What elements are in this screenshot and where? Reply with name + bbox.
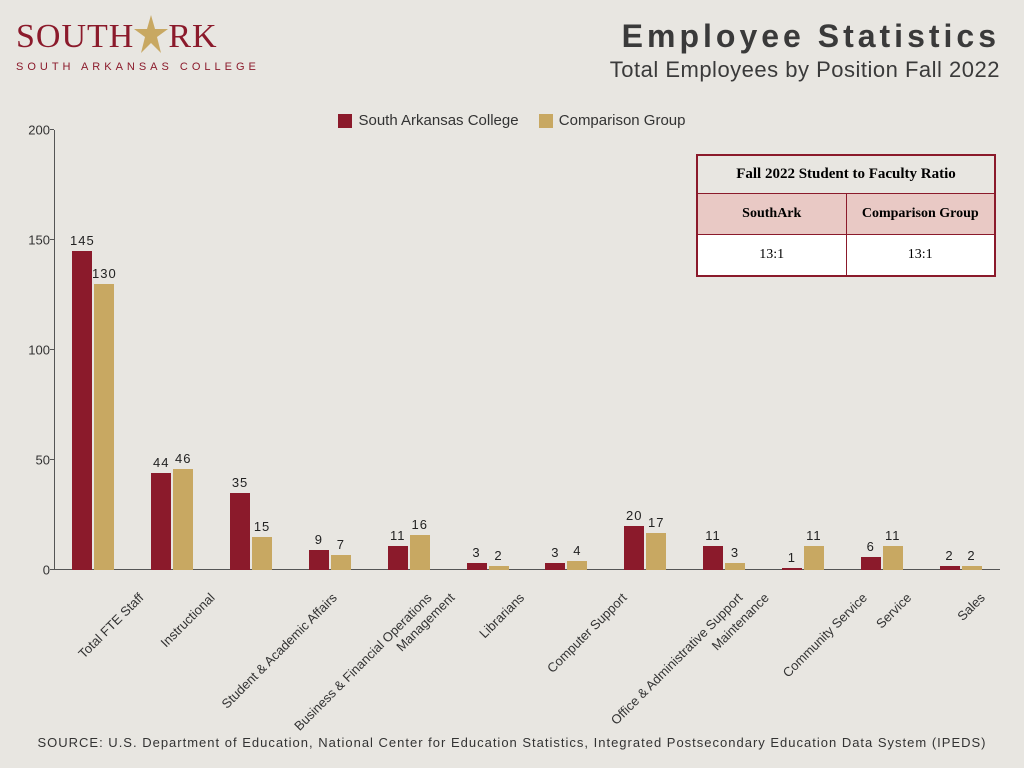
chart-legend: South Arkansas College Comparison Group bbox=[0, 112, 1024, 129]
bar-series-b: 7 bbox=[331, 555, 351, 570]
bar-series-b: 3 bbox=[725, 563, 745, 570]
y-tick-label: 150 bbox=[24, 233, 50, 248]
bar-value-label: 2 bbox=[967, 548, 975, 563]
x-axis-label: Community Service bbox=[763, 570, 842, 600]
logo-text-right: RK bbox=[168, 18, 217, 55]
y-tick-label: 100 bbox=[24, 343, 50, 358]
bar-value-label: 20 bbox=[626, 508, 642, 523]
bars-container: 145130444635159711163234201711311161122 bbox=[54, 130, 1000, 570]
bar-value-label: 1 bbox=[788, 550, 796, 565]
bar-series-b: 15 bbox=[252, 537, 272, 570]
bar-value-label: 130 bbox=[92, 266, 117, 281]
x-axis-label: Librarians bbox=[448, 570, 527, 600]
bar-value-label: 2 bbox=[494, 548, 502, 563]
legend-item-a: South Arkansas College bbox=[338, 112, 518, 129]
bar-value-label: 15 bbox=[254, 519, 270, 534]
bar-value-label: 3 bbox=[551, 545, 559, 560]
bar-value-label: 16 bbox=[411, 517, 427, 532]
bar-value-label: 17 bbox=[648, 515, 664, 530]
category-group: 97 bbox=[290, 550, 369, 570]
x-axis-label: Business & Financial Operations bbox=[290, 570, 369, 600]
bar-series-b: 17 bbox=[646, 533, 666, 570]
bar-value-label: 11 bbox=[390, 528, 406, 543]
x-axis-label: Sales bbox=[921, 570, 1000, 600]
bar-value-label: 4 bbox=[573, 543, 581, 558]
bar-series-a: 35 bbox=[230, 493, 250, 570]
bar-series-a: 11 bbox=[388, 546, 408, 570]
logo-main: SOUTH RK bbox=[16, 18, 260, 59]
category-group: 3515 bbox=[212, 493, 291, 570]
category-group: 113 bbox=[685, 546, 764, 570]
logo-text-left: SOUTH bbox=[16, 18, 134, 55]
x-axis-label: Instructional bbox=[133, 570, 212, 600]
logo-star-icon bbox=[134, 14, 168, 55]
legend-item-b: Comparison Group bbox=[539, 112, 686, 129]
category-group: 111 bbox=[763, 546, 842, 570]
x-axis-label: Office & Administrative Support bbox=[606, 570, 685, 600]
bar-series-a: 11 bbox=[703, 546, 723, 570]
bar-series-a: 3 bbox=[545, 563, 565, 570]
bar-value-label: 7 bbox=[337, 537, 345, 552]
x-axis-label: Computer Support bbox=[527, 570, 606, 600]
category-group: 32 bbox=[448, 563, 527, 570]
page-title: Employee Statistics bbox=[610, 18, 1000, 55]
bar-series-a: 44 bbox=[151, 473, 171, 570]
bar-series-b: 11 bbox=[883, 546, 903, 570]
category-group: 4446 bbox=[133, 469, 212, 570]
bar-value-label: 11 bbox=[806, 528, 822, 543]
category-group: 145130 bbox=[54, 251, 133, 570]
x-axis-label: Service bbox=[842, 570, 921, 600]
bar-series-b: 4 bbox=[567, 561, 587, 570]
bar-value-label: 3 bbox=[472, 545, 480, 560]
bar-value-label: 44 bbox=[153, 455, 169, 470]
page-subtitle: Total Employees by Position Fall 2022 bbox=[610, 57, 1000, 83]
bar-value-label: 145 bbox=[70, 233, 95, 248]
legend-swatch-b bbox=[539, 114, 553, 128]
bar-series-a: 6 bbox=[861, 557, 881, 570]
y-tick-label: 50 bbox=[24, 453, 50, 468]
x-axis-label: Maintenance bbox=[685, 570, 764, 600]
bar-value-label: 11 bbox=[705, 528, 721, 543]
bar-value-label: 9 bbox=[315, 532, 323, 547]
category-group: 1116 bbox=[369, 535, 448, 570]
bar-series-a: 145 bbox=[72, 251, 92, 570]
bar-value-label: 3 bbox=[731, 545, 739, 560]
bar-series-b: 16 bbox=[410, 535, 430, 570]
bar-series-a: 3 bbox=[467, 563, 487, 570]
page-title-block: Employee Statistics Total Employees by P… bbox=[610, 18, 1000, 83]
bar-value-label: 46 bbox=[175, 451, 191, 466]
category-group: 611 bbox=[842, 546, 921, 570]
legend-swatch-a bbox=[338, 114, 352, 128]
bar-value-label: 35 bbox=[232, 475, 248, 490]
category-group: 34 bbox=[527, 561, 606, 570]
x-axis-label: Management bbox=[369, 570, 448, 600]
bar-value-label: 6 bbox=[867, 539, 875, 554]
legend-label-a: South Arkansas College bbox=[358, 112, 518, 129]
y-tick-label: 0 bbox=[24, 563, 50, 578]
bar-value-label: 2 bbox=[945, 548, 953, 563]
y-tick-label: 200 bbox=[24, 123, 50, 138]
plot-area: 0501001502001451304446351597111632342017… bbox=[54, 130, 1000, 570]
logo: SOUTH RK SOUTH ARKANSAS COLLEGE bbox=[16, 18, 260, 73]
x-axis-labels: Total FTE StaffInstructionalStudent & Ac… bbox=[54, 570, 1000, 600]
bar-series-a: 20 bbox=[624, 526, 644, 570]
x-axis-label: Student & Academic Affairs bbox=[212, 570, 291, 600]
bar-series-b: 46 bbox=[173, 469, 193, 570]
legend-label-b: Comparison Group bbox=[559, 112, 686, 129]
x-axis-label: Total FTE Staff bbox=[54, 570, 133, 600]
logo-subtitle: SOUTH ARKANSAS COLLEGE bbox=[16, 61, 260, 73]
bar-chart: 0501001502001451304446351597111632342017… bbox=[24, 130, 1000, 600]
bar-series-b: 11 bbox=[804, 546, 824, 570]
bar-series-a: 9 bbox=[309, 550, 329, 570]
category-group: 2017 bbox=[606, 526, 685, 570]
bar-value-label: 11 bbox=[885, 528, 901, 543]
source-citation: SOURCE: U.S. Department of Education, Na… bbox=[0, 735, 1024, 750]
bar-series-b: 130 bbox=[94, 284, 114, 570]
